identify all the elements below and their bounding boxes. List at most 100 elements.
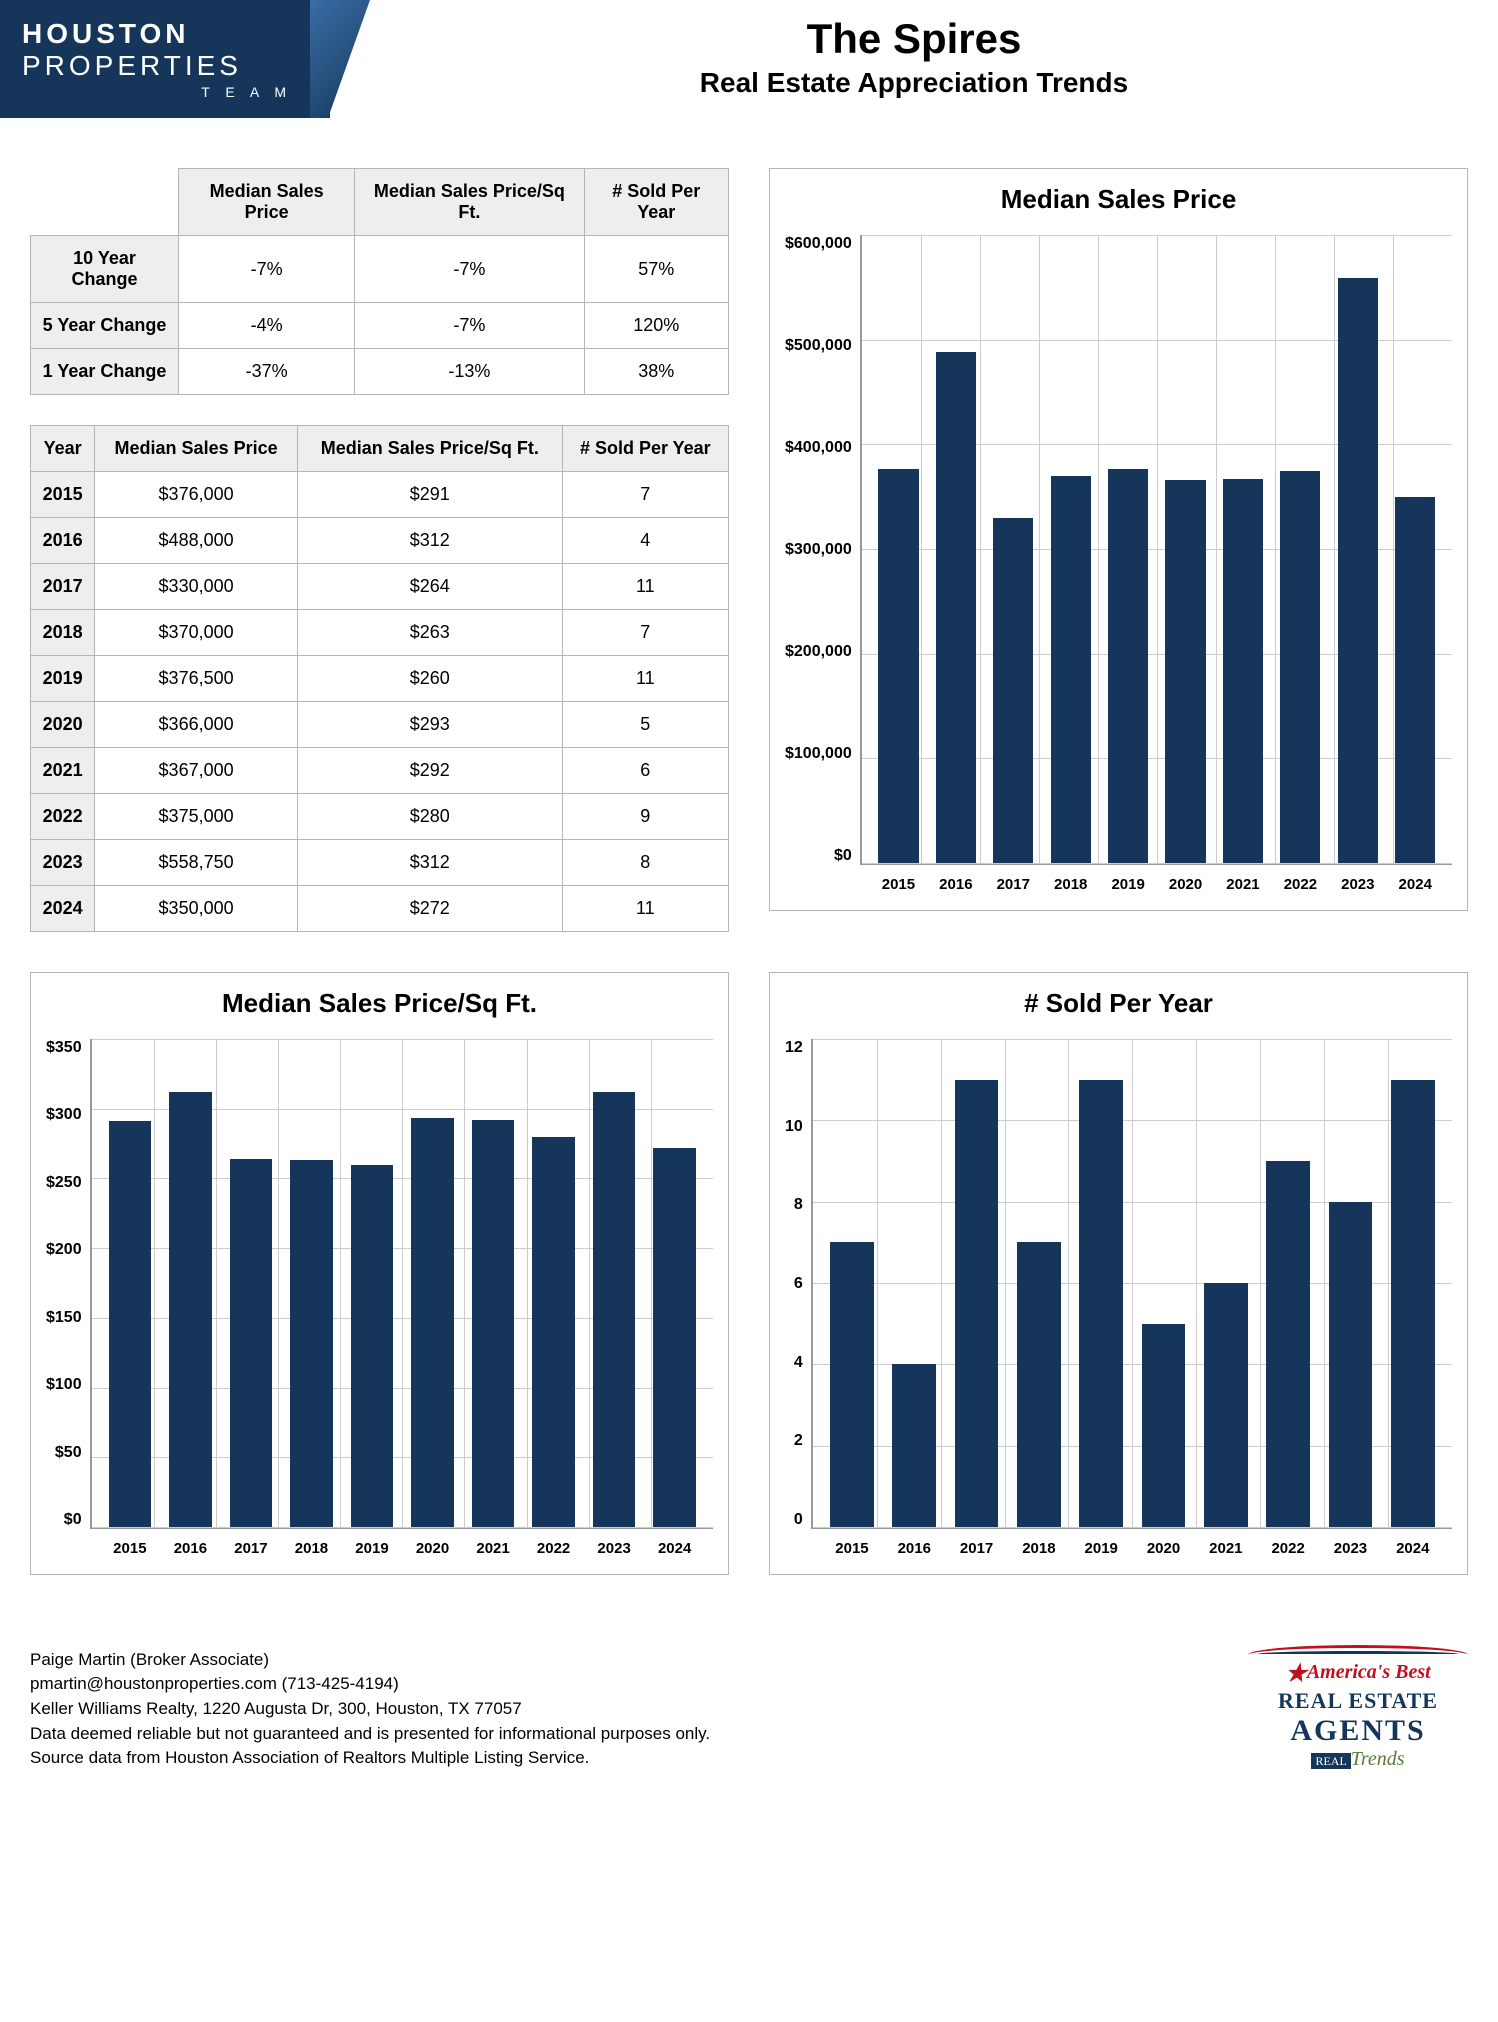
y-axis: $600,000$500,000$400,000$300,000$200,000… [785, 235, 860, 895]
footer-badge: ★America's Best REAL ESTATE AGENTS REALT… [1248, 1645, 1468, 1771]
table-row: 2021 $367,000 $292 6 [31, 748, 729, 794]
cell: 6 [562, 748, 728, 794]
cell: -4% [179, 303, 355, 349]
footer-line: Source data from Houston Association of … [30, 1746, 1218, 1771]
cell: $330,000 [95, 564, 298, 610]
x-tick-label: 2021 [1209, 1540, 1242, 1557]
row-year: 2017 [31, 564, 95, 610]
bar [1329, 1202, 1373, 1527]
cell: $370,000 [95, 610, 298, 656]
x-tick-label: 2020 [1169, 876, 1202, 893]
cell: $312 [297, 518, 562, 564]
x-tick-label: 2015 [835, 1540, 868, 1557]
x-axis: 2015201620172018201920202021202220232024 [92, 1540, 713, 1557]
x-tick-label: 2016 [174, 1540, 207, 1557]
table-row: 2024 $350,000 $272 11 [31, 886, 729, 932]
x-tick-label: 2015 [882, 876, 915, 893]
table-row: 1 Year Change -37% -13% 38% [31, 349, 729, 395]
x-tick-label: 2023 [1334, 1540, 1367, 1557]
x-tick-label: 2015 [113, 1540, 146, 1557]
y-tick-label: 6 [794, 1275, 803, 1293]
x-tick-label: 2020 [416, 1540, 449, 1557]
bar [1142, 1324, 1186, 1527]
cell: 11 [562, 886, 728, 932]
swoosh-icon [1248, 1645, 1468, 1655]
bar [532, 1137, 574, 1527]
cell: $312 [297, 840, 562, 886]
bar [936, 352, 976, 863]
x-tick-label: 2018 [1022, 1540, 1055, 1557]
cell: $280 [297, 794, 562, 840]
col-header: Year [31, 426, 95, 472]
x-axis: 2015201620172018201920202021202220232024 [813, 1540, 1452, 1557]
bar [290, 1160, 332, 1527]
change-table: Median Sales Price Median Sales Price/Sq… [30, 168, 729, 395]
row-year: 2018 [31, 610, 95, 656]
col-header: Median Sales Price [95, 426, 298, 472]
chart-median-price: Median Sales Price $600,000$500,000$400,… [769, 168, 1468, 911]
bar [653, 1148, 695, 1527]
y-tick-label: 0 [794, 1511, 803, 1529]
footer: Paige Martin (Broker Associate) pmartin@… [0, 1585, 1498, 1801]
cell: 38% [584, 349, 728, 395]
footer-line: Paige Martin (Broker Associate) [30, 1648, 1218, 1673]
cell: $558,750 [95, 840, 298, 886]
x-axis: 2015201620172018201920202021202220232024 [862, 876, 1452, 893]
bar [1223, 479, 1263, 863]
cell: 120% [584, 303, 728, 349]
header: HOUSTON PROPERTIES T E A M The Spires Re… [0, 0, 1498, 138]
y-axis: $350$300$250$200$150$100$50$0 [46, 1039, 90, 1559]
bar [1391, 1080, 1435, 1527]
row-year: 2016 [31, 518, 95, 564]
x-tick-label: 2022 [1284, 876, 1317, 893]
table-row: 2022 $375,000 $280 9 [31, 794, 729, 840]
title-block: The Spires Real Estate Appreciation Tren… [330, 0, 1498, 99]
cell: $367,000 [95, 748, 298, 794]
plot-area: 2015201620172018201920202021202220232024 [811, 1039, 1452, 1529]
table-row: 2017 $330,000 $264 11 [31, 564, 729, 610]
x-tick-label: 2023 [597, 1540, 630, 1557]
cell: -37% [179, 349, 355, 395]
bar [472, 1120, 514, 1527]
year-table: Year Median Sales Price Median Sales Pri… [30, 425, 729, 932]
bar [109, 1121, 151, 1527]
cell: 11 [562, 564, 728, 610]
x-tick-label: 2017 [234, 1540, 267, 1557]
gridline-h [92, 1527, 713, 1528]
gridline-h [862, 863, 1452, 864]
row-year: 2015 [31, 472, 95, 518]
bar [830, 1242, 874, 1527]
y-tick-label: $250 [46, 1174, 82, 1192]
cell: 9 [562, 794, 728, 840]
bar [169, 1092, 211, 1527]
cell: 7 [562, 472, 728, 518]
cell: $260 [297, 656, 562, 702]
col-header: Median Sales Price/Sq Ft. [297, 426, 562, 472]
bar [1204, 1283, 1248, 1527]
cell: $264 [297, 564, 562, 610]
cell: -13% [355, 349, 584, 395]
y-tick-label: $300 [46, 1106, 82, 1124]
y-tick-label: 10 [785, 1118, 803, 1136]
y-tick-label: $200 [46, 1241, 82, 1259]
row-label: 5 Year Change [31, 303, 179, 349]
bar [892, 1364, 936, 1527]
row-year: 2020 [31, 702, 95, 748]
bar [1266, 1161, 1310, 1527]
y-tick-label: 8 [794, 1196, 803, 1214]
row-year: 2024 [31, 886, 95, 932]
y-tick-label: 4 [794, 1354, 803, 1372]
cell: 11 [562, 656, 728, 702]
page-subtitle: Real Estate Appreciation Trends [330, 67, 1498, 99]
x-tick-label: 2022 [537, 1540, 570, 1557]
x-tick-label: 2016 [898, 1540, 931, 1557]
logo-line1: HOUSTON [22, 18, 302, 50]
cell: 8 [562, 840, 728, 886]
y-tick-label: 12 [785, 1039, 803, 1057]
x-tick-label: 2021 [1226, 876, 1259, 893]
chart-title: # Sold Per Year [785, 988, 1452, 1019]
bar [1108, 469, 1148, 863]
cell: $488,000 [95, 518, 298, 564]
cell: -7% [179, 236, 355, 303]
bar [1079, 1080, 1123, 1527]
